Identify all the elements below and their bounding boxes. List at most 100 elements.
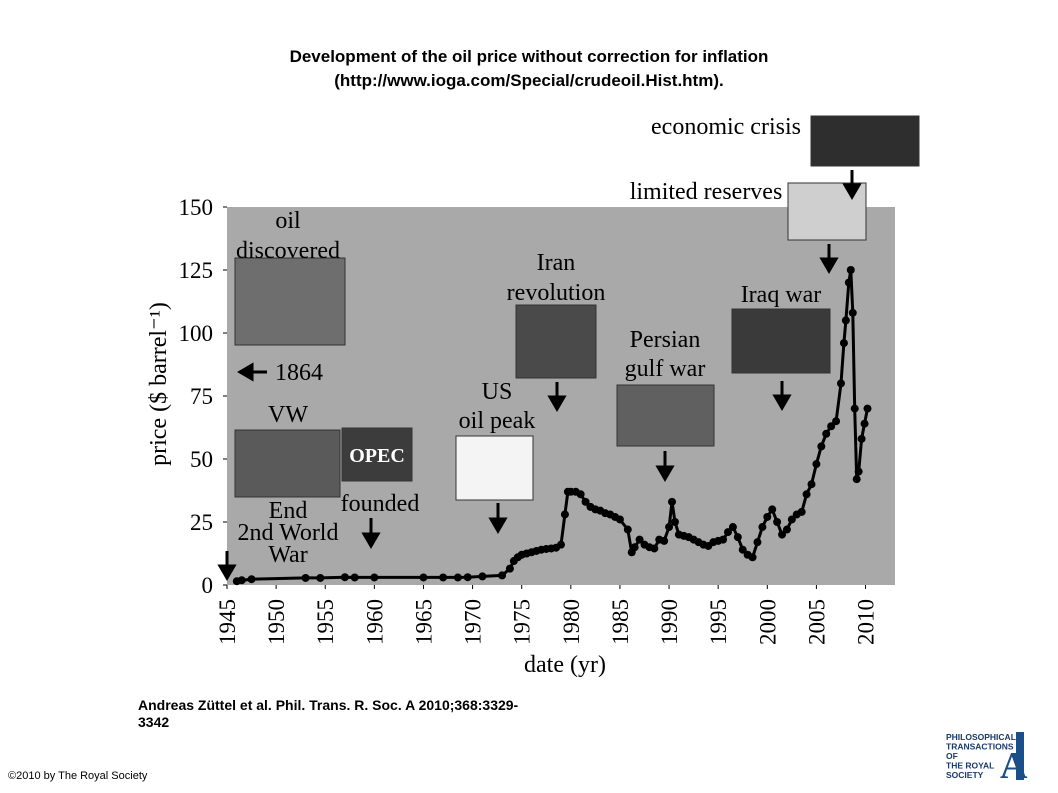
price-point <box>802 490 811 499</box>
x-tick-label: 1995 <box>706 599 731 645</box>
price-point <box>839 339 848 348</box>
annotation: oil peak <box>459 408 536 434</box>
price-point <box>863 404 872 413</box>
price-point <box>340 573 349 582</box>
price-point <box>439 573 448 582</box>
annotation: discovered <box>236 238 340 264</box>
price-point <box>668 497 677 506</box>
annotation: 2nd World <box>238 520 339 546</box>
y-tick-label: 50 <box>190 447 213 472</box>
price-point <box>316 573 325 582</box>
price-point <box>827 422 836 431</box>
price-point <box>350 573 359 582</box>
price-point <box>237 576 246 585</box>
x-tick-label: 1975 <box>510 599 535 645</box>
y-tick-label: 25 <box>190 510 213 535</box>
price-point <box>419 573 428 582</box>
price-point <box>787 515 796 524</box>
copyright: ©2010 by The Royal Society <box>8 770 148 782</box>
price-point <box>581 497 590 506</box>
picture <box>234 257 346 346</box>
price-point <box>247 575 256 584</box>
picture <box>616 384 715 447</box>
x-axis-label: date (yr) <box>524 652 606 678</box>
y-tick-label: 100 <box>179 321 214 346</box>
price-point <box>738 545 747 554</box>
price-point <box>733 533 742 542</box>
price-point <box>768 505 777 514</box>
price-point <box>505 564 514 573</box>
citation: 3342 <box>138 714 169 730</box>
price-point <box>822 429 831 438</box>
x-tick-label: 2005 <box>804 599 829 645</box>
picture <box>731 308 831 374</box>
price-point <box>832 417 841 426</box>
x-tick-label: 1955 <box>313 599 338 645</box>
x-tick-label: 1990 <box>657 599 682 645</box>
price-point <box>463 573 472 582</box>
logo-text: THE ROYAL <box>946 761 994 771</box>
pictures <box>234 115 920 501</box>
price-point <box>860 419 869 428</box>
price-point <box>846 266 855 274</box>
logo-text: TRANSACTIONS <box>946 742 1014 752</box>
x-tick-label: 2000 <box>755 599 780 645</box>
y-tick-label: 150 <box>179 195 214 220</box>
annotation: 1864 <box>275 360 323 386</box>
x-tick-label: 1980 <box>559 599 584 645</box>
annotation: Persian <box>630 327 701 353</box>
x-tick-label: 1985 <box>608 599 633 645</box>
price-point <box>615 515 624 524</box>
y-tick-label: 125 <box>179 258 214 283</box>
annotation: War <box>268 542 307 568</box>
price-point <box>812 460 821 469</box>
annotation: Iraq war <box>741 282 822 308</box>
price-point <box>560 510 569 519</box>
price-point <box>301 573 310 582</box>
picture <box>234 429 341 498</box>
price-point <box>807 480 816 489</box>
picture <box>455 435 534 501</box>
y-axis-label: price ($ barrel⁻¹) <box>146 302 172 466</box>
annotation: limited reserves <box>630 179 783 205</box>
price-point <box>857 434 866 443</box>
annotation: VW <box>268 402 308 428</box>
price-point <box>665 523 674 532</box>
chart-title: (http://www.ioga.com/Special/crudeoil.Hi… <box>334 71 723 90</box>
x-tick-label: 1960 <box>362 599 387 645</box>
price-point <box>650 544 659 553</box>
x-tick-label: 1970 <box>461 599 486 645</box>
price-point <box>623 525 632 534</box>
logo-text: SOCIETY <box>946 770 984 780</box>
price-point <box>719 535 728 544</box>
annotation: Iran <box>537 250 576 276</box>
x-tick-label: 1965 <box>411 599 436 645</box>
price-point <box>728 523 737 532</box>
x-tick-label: 2010 <box>854 599 879 645</box>
price-point <box>748 553 757 562</box>
annotation: founded <box>341 491 420 517</box>
logo-letter: A <box>1000 745 1028 787</box>
x-tick-label: 1945 <box>215 599 240 645</box>
price-point <box>724 528 732 537</box>
annotation: gulf war <box>625 356 706 382</box>
price-point <box>773 518 782 526</box>
price-point <box>850 404 859 413</box>
annotation: oil <box>275 208 301 234</box>
price-point <box>758 523 767 532</box>
arrows <box>217 170 862 581</box>
price-point <box>817 442 826 451</box>
price-point <box>660 536 669 545</box>
price-point <box>630 543 639 552</box>
citation: Andreas Züttel et al. Phil. Trans. R. So… <box>138 697 519 713</box>
price-point <box>782 525 791 534</box>
price-point <box>753 538 762 547</box>
price-point <box>576 490 585 499</box>
logo-text: PHILOSOPHICAL <box>946 732 1016 742</box>
price-point <box>763 512 772 521</box>
logo-text: OF <box>946 751 958 761</box>
price-point <box>778 530 787 539</box>
price-point <box>670 518 679 526</box>
price-point <box>797 507 806 516</box>
price-point <box>453 573 462 582</box>
